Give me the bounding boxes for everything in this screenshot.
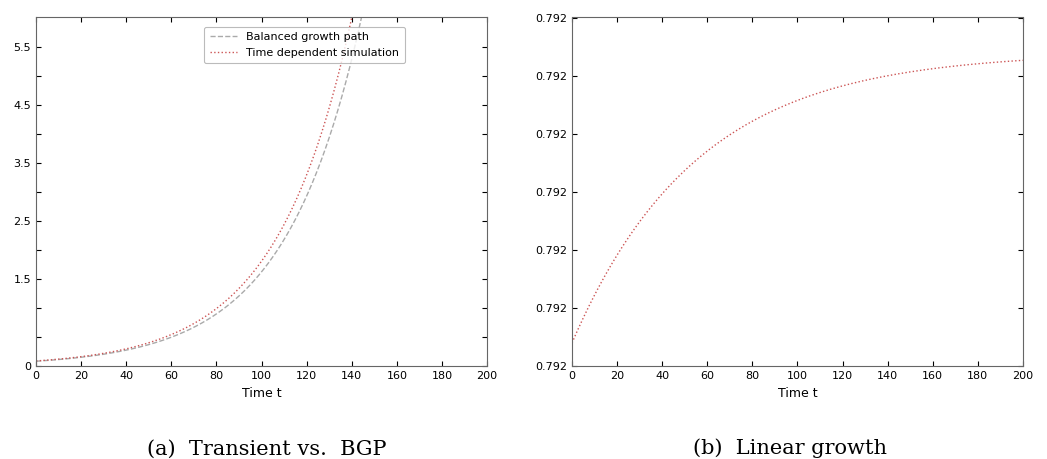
Line: Time dependent simulation: Time dependent simulation xyxy=(36,0,487,361)
X-axis label: Time t: Time t xyxy=(778,386,818,400)
Legend: Balanced growth path, Time dependent simulation: Balanced growth path, Time dependent sim… xyxy=(204,27,405,63)
Balanced growth path xyxy=(249,276,262,282)
Balanced growth path xyxy=(237,289,249,295)
Time dependent simulation xyxy=(52,356,65,362)
Time dependent simulation xyxy=(249,267,262,272)
Balanced growth path xyxy=(52,357,65,362)
Line: Balanced growth path: Balanced growth path xyxy=(36,0,487,361)
Text: (b)  Linear growth: (b) Linear growth xyxy=(693,439,888,459)
Time dependent simulation xyxy=(29,358,42,364)
Text: (a)  Transient vs.  BGP: (a) Transient vs. BGP xyxy=(148,439,386,459)
Balanced growth path xyxy=(29,358,42,364)
X-axis label: Time t: Time t xyxy=(242,386,282,400)
Time dependent simulation xyxy=(237,281,249,286)
